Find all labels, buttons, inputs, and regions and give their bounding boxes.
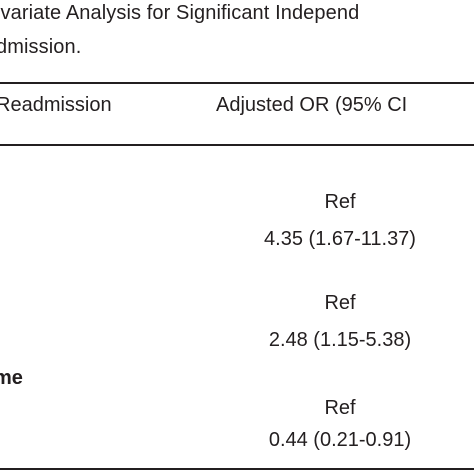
table-header-rule — [0, 144, 474, 146]
or-cell-value-2: 2.48 (1.15-5.38) — [268, 329, 412, 351]
or-cell-value-1: 4.35 (1.67-11.37) — [264, 228, 416, 250]
table-bottom-rule — [0, 468, 474, 470]
or-cell-ref-3: Ref — [324, 397, 356, 419]
or-cell-ref-1: Ref — [324, 191, 356, 213]
or-cell-ref-2: Ref — [324, 292, 356, 314]
table-caption-line-1: ivariate Analysis for Significant Indepe… — [0, 2, 360, 24]
table-caption-line-2: dmission. — [0, 36, 82, 58]
column-header-adjusted-or: Adjusted OR (95% CI — [216, 94, 408, 116]
table-top-rule — [0, 82, 474, 84]
column-header-readmission: Readmission — [0, 94, 112, 116]
or-cell-value-3: 0.44 (0.21-0.91) — [268, 429, 412, 451]
row-label-category: me — [0, 367, 23, 389]
